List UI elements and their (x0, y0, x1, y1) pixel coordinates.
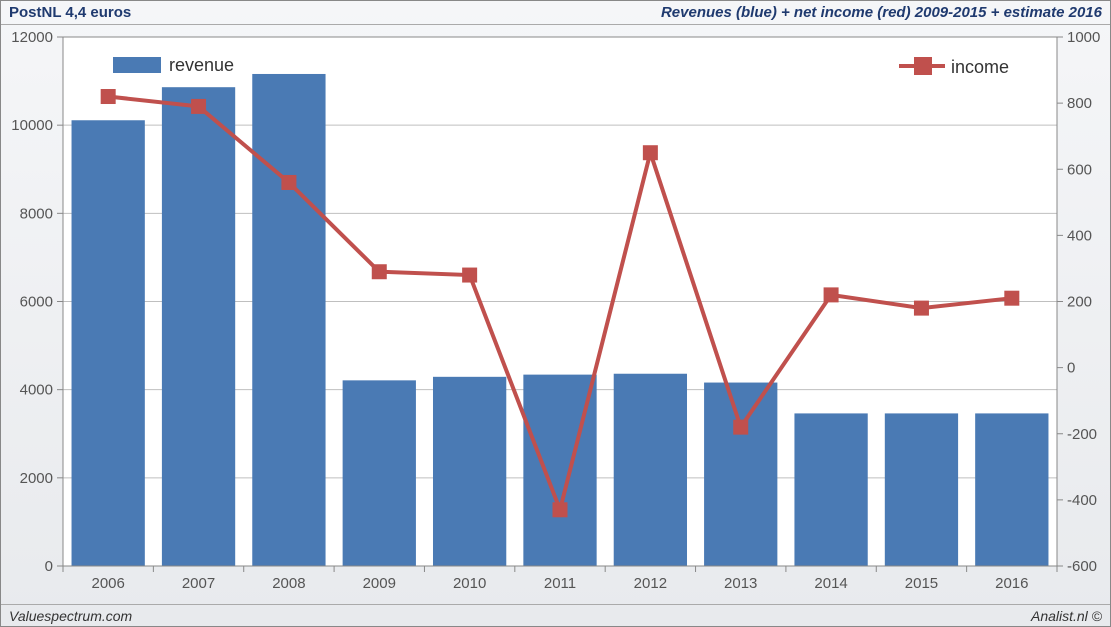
legend-income-swatch (914, 57, 932, 75)
svg-text:0: 0 (45, 558, 53, 575)
bar (433, 377, 505, 566)
svg-text:-600: -600 (1067, 558, 1097, 575)
svg-text:10000: 10000 (11, 117, 53, 134)
bar (72, 121, 144, 566)
line-marker (643, 146, 657, 160)
svg-text:2009: 2009 (363, 575, 396, 592)
bar (253, 74, 325, 566)
footer-right: Analist.nl © (1031, 608, 1102, 624)
line-marker (192, 99, 206, 113)
svg-text:2014: 2014 (814, 575, 847, 592)
plot-area: 0 2000 4000 6000 8000 10000 12000 -600 -400 -200 0… (1, 25, 1110, 604)
header-title-left: PostNL 4,4 euros (9, 4, 131, 21)
chart-container: PostNL 4,4 euros Revenues (blue) + net i… (0, 0, 1111, 627)
svg-text:0: 0 (1067, 360, 1075, 377)
legend-income-label: income (951, 57, 1009, 77)
header-title-right: Revenues (blue) + net income (red) 2009-… (661, 4, 1102, 21)
svg-text:400: 400 (1067, 227, 1092, 244)
svg-text:12000: 12000 (11, 29, 53, 46)
bar (885, 414, 957, 566)
svg-text:2015: 2015 (905, 575, 938, 592)
footer-left: Valuespectrum.com (9, 608, 132, 624)
chart-header: PostNL 4,4 euros Revenues (blue) + net i… (1, 1, 1110, 25)
bar (705, 383, 777, 566)
svg-text:2012: 2012 (634, 575, 667, 592)
svg-text:6000: 6000 (20, 294, 53, 311)
legend-revenue-swatch (113, 57, 161, 73)
svg-text:2011: 2011 (544, 575, 576, 592)
svg-text:2008: 2008 (272, 575, 305, 592)
line-marker (282, 175, 296, 189)
chart-footer: Valuespectrum.com Analist.nl © (1, 604, 1110, 626)
line-marker (372, 265, 386, 279)
chart-svg: 0 2000 4000 6000 8000 10000 12000 -600 -400 -200 0… (1, 25, 1111, 606)
line-marker (734, 420, 748, 434)
line-marker (463, 268, 477, 282)
svg-text:2016: 2016 (995, 575, 1028, 592)
svg-text:-400: -400 (1067, 492, 1097, 509)
bar (162, 88, 234, 566)
svg-text:2010: 2010 (453, 575, 486, 592)
svg-text:600: 600 (1067, 161, 1092, 178)
bar (343, 381, 415, 566)
bar (614, 374, 686, 566)
svg-text:2000: 2000 (20, 470, 53, 487)
svg-text:800: 800 (1067, 95, 1092, 112)
bar (976, 414, 1048, 566)
line-marker (1005, 291, 1019, 305)
svg-text:8000: 8000 (20, 205, 53, 222)
svg-text:2013: 2013 (724, 575, 757, 592)
svg-text:-200: -200 (1067, 426, 1097, 443)
bar (795, 414, 867, 566)
legend-revenue-label: revenue (169, 55, 234, 75)
svg-text:2006: 2006 (91, 575, 124, 592)
line-marker (101, 90, 115, 104)
svg-text:2007: 2007 (182, 575, 215, 592)
svg-text:200: 200 (1067, 294, 1092, 311)
svg-text:4000: 4000 (20, 382, 53, 399)
line-marker (914, 301, 928, 315)
line-marker (824, 288, 838, 302)
svg-text:1000: 1000 (1067, 29, 1100, 46)
line-marker (553, 503, 567, 517)
